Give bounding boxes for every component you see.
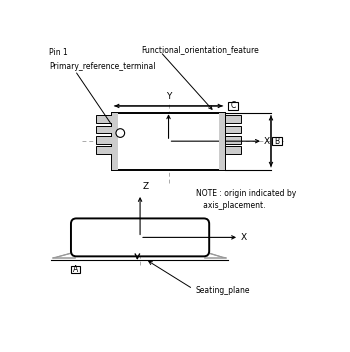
Bar (225, 115, 241, 123)
Bar (96, 146, 112, 154)
Bar (228, 102, 238, 110)
Text: Z: Z (143, 182, 149, 191)
Bar (112, 113, 118, 170)
Text: Seating_plane: Seating_plane (196, 286, 250, 295)
Bar (225, 146, 241, 154)
Text: X: X (240, 233, 246, 242)
Bar (96, 136, 112, 144)
Text: Y: Y (166, 92, 171, 101)
Bar (96, 126, 112, 133)
FancyBboxPatch shape (71, 218, 209, 256)
Bar (71, 266, 81, 274)
Bar (272, 137, 282, 145)
Text: X: X (264, 137, 270, 146)
Bar (219, 113, 225, 170)
Text: C: C (230, 101, 236, 111)
Bar (112, 113, 225, 170)
Text: A: A (73, 265, 78, 274)
Text: Functional_orientation_feature: Functional_orientation_feature (141, 45, 259, 54)
Bar (225, 136, 241, 144)
Circle shape (116, 129, 125, 137)
Text: B: B (274, 137, 280, 146)
Text: NOTE : origin indicated by
   axis_placement.: NOTE : origin indicated by axis_placemen… (196, 189, 296, 210)
Bar (225, 126, 241, 133)
Text: Pin 1: Pin 1 (49, 48, 68, 57)
Text: Primary_reference_terminal: Primary_reference_terminal (49, 62, 156, 71)
Bar (96, 115, 112, 123)
